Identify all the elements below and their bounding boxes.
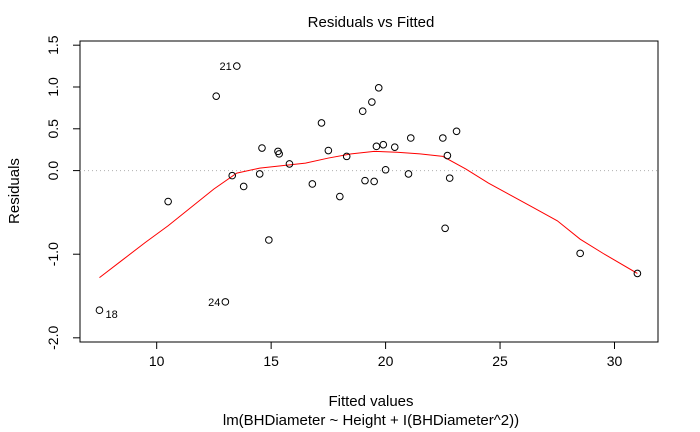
outlier-label: 18 <box>105 309 117 321</box>
residual-point <box>374 84 383 92</box>
residual-point <box>164 197 172 206</box>
residual-point <box>324 146 333 155</box>
residual-point <box>406 134 415 142</box>
residual-point <box>258 144 266 152</box>
residual-points <box>95 62 642 315</box>
residual-point <box>275 150 283 158</box>
residual-point <box>95 306 104 315</box>
residual-point <box>255 170 264 178</box>
residual-point <box>368 98 376 106</box>
outlier-labels: 21 24 18 <box>105 61 231 321</box>
x-tick-label: 30 <box>607 353 623 369</box>
residual-point <box>390 143 399 151</box>
x-axis: 10 15 20 25 30 <box>149 342 623 369</box>
y-tick-label: 0.0 <box>45 161 61 181</box>
x-tick-label: 25 <box>492 353 508 369</box>
residual-point <box>370 177 378 186</box>
x-tick-label: 15 <box>263 353 279 369</box>
chart-title: Residuals vs Fitted <box>308 14 435 31</box>
outlier-label: 24 <box>208 297 220 309</box>
residual-point <box>239 182 248 191</box>
residual-point <box>452 127 461 136</box>
y-tick-label: 1.5 <box>45 35 61 55</box>
residual-point <box>308 180 317 188</box>
residual-point <box>358 107 367 116</box>
residual-point <box>633 269 642 278</box>
y-axis: -2.0 -1.0 0.0 0.5 1.0 1.5 <box>45 35 80 350</box>
residual-point <box>317 119 326 127</box>
residual-point <box>439 134 447 142</box>
residual-point <box>285 160 294 168</box>
residual-point <box>445 174 454 182</box>
residual-point <box>372 142 381 151</box>
x-tick-label: 10 <box>149 353 165 369</box>
residual-point <box>576 249 584 258</box>
residual-point <box>342 152 351 161</box>
residual-point <box>221 298 230 306</box>
residual-point <box>381 165 390 174</box>
residual-point <box>441 224 449 233</box>
y-tick-label: -2.0 <box>45 326 61 350</box>
residual-point <box>336 192 344 201</box>
residual-point <box>265 236 273 244</box>
plot-frame <box>79 40 659 343</box>
residual-point <box>233 62 241 70</box>
residual-point <box>361 176 369 185</box>
residual-point <box>379 140 388 149</box>
lowess-smooth-line <box>99 150 638 279</box>
residual-point <box>404 170 413 178</box>
outlier-label: 21 <box>220 61 232 73</box>
y-axis-label: Residuals <box>6 158 23 224</box>
x-tick-label: 20 <box>378 353 394 369</box>
y-tick-label: -1.0 <box>45 242 61 266</box>
x-axis-label: Fitted values <box>328 393 413 410</box>
residual-point <box>443 151 452 160</box>
model-formula-label: lm(BHDiameter ~ Height + I(BHDiameter^2)… <box>223 412 519 429</box>
residual-point <box>212 92 221 100</box>
y-tick-label: 1.0 <box>45 77 61 97</box>
residual-point <box>228 171 237 180</box>
y-tick-label: 0.5 <box>45 119 61 139</box>
